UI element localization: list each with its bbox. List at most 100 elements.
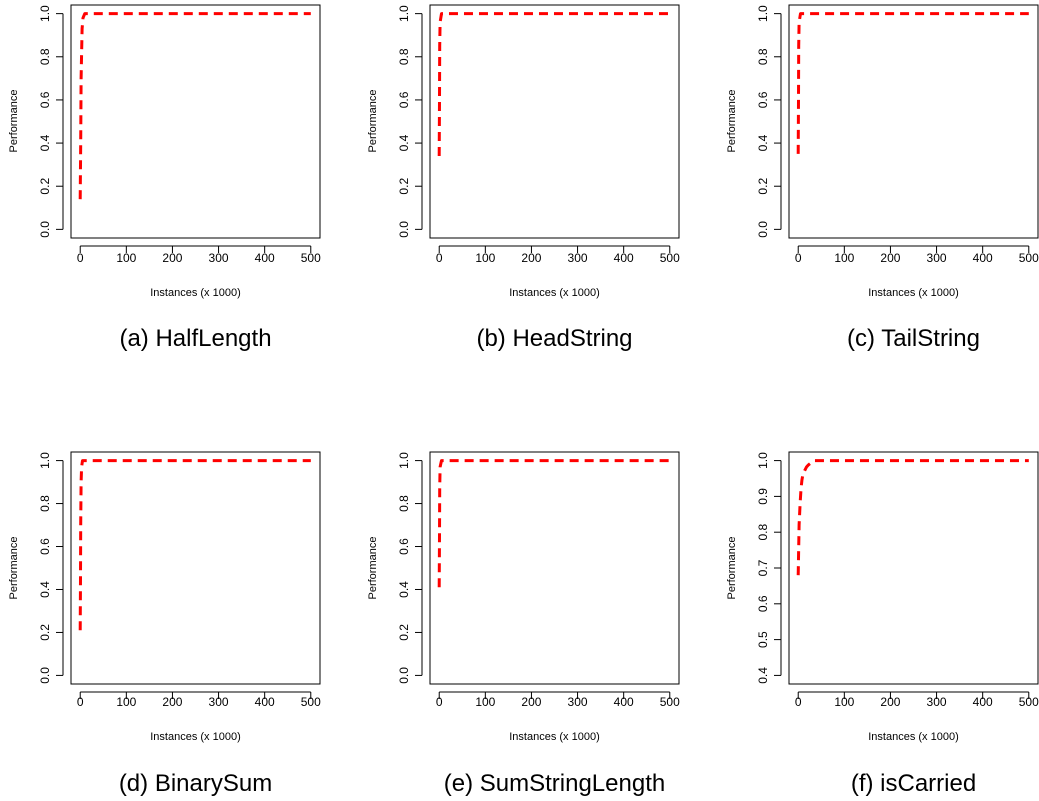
y-tick-label: 1.0 xyxy=(397,452,411,469)
x-tick-label: 400 xyxy=(255,251,275,265)
y-tick-label: 1.0 xyxy=(38,5,52,22)
y-tick-label: 0.6 xyxy=(756,91,770,108)
y-tick-label: 1.0 xyxy=(397,5,411,22)
chart-panel-2: 0 100 200 300 400 500 0.0 0.2 0.4 0.6 0.8 1.0 Instan… xyxy=(726,4,1039,352)
x-tick-label: 300 xyxy=(568,251,588,265)
y-tick-label: 0.9 xyxy=(756,488,770,505)
x-tick-label: 100 xyxy=(116,251,136,265)
plot-frame xyxy=(788,451,1039,685)
y-axis-title: Performance xyxy=(8,537,20,600)
y-tick-label: 0.4 xyxy=(756,667,770,684)
x-axis-title: Instances (x 1000) xyxy=(868,731,959,743)
x-tick-label: 300 xyxy=(209,695,229,709)
x-tick-label: 500 xyxy=(301,251,321,265)
x-tick-label: 500 xyxy=(660,695,680,709)
y-tick-label: 0.2 xyxy=(38,178,52,195)
series-line xyxy=(78,459,311,631)
x-axis-title: Instances (x 1000) xyxy=(509,731,600,743)
x-tick-label: 400 xyxy=(614,695,634,709)
y-tick-label: 0.0 xyxy=(38,221,52,238)
x-tick-label: 100 xyxy=(475,695,495,709)
x-tick-label: 500 xyxy=(660,251,680,265)
y-tick-label: 0.8 xyxy=(38,48,52,65)
x-axis-title: Instances (x 1000) xyxy=(150,731,241,743)
plot-frame xyxy=(429,4,680,239)
chart-panel-1: 0 100 200 300 400 500 0.0 0.2 0.4 0.6 0.8 1.0 Instan… xyxy=(367,4,680,352)
y-tick-label: 0.0 xyxy=(38,667,52,684)
x-tick-label: 100 xyxy=(834,251,854,265)
x-tick-label: 200 xyxy=(521,695,541,709)
chart-panel-0: 0 100 200 300 400 500 0.0 0.2 0.4 0.6 0.8 1.0 Instan… xyxy=(8,4,321,352)
x-tick-label: 300 xyxy=(927,695,947,709)
chart-panel-4: 0 100 200 300 400 500 0.0 0.2 0.4 0.6 0.8 1.0 Instan… xyxy=(367,451,680,797)
y-tick-label: 1.0 xyxy=(756,452,770,469)
y-tick-label: 0.8 xyxy=(397,495,411,512)
x-tick-label: 0 xyxy=(795,695,802,709)
y-axis-title: Performance xyxy=(726,537,738,600)
x-tick-label: 400 xyxy=(255,695,275,709)
plot-frame xyxy=(70,4,321,239)
y-tick-label: 0.4 xyxy=(397,134,411,151)
x-tick-label: 400 xyxy=(614,251,634,265)
series-line xyxy=(796,12,1029,154)
panel-caption: (c) TailString xyxy=(847,325,980,352)
x-tick-label: 0 xyxy=(436,695,443,709)
chart-panel-3: 0 100 200 300 400 500 0.0 0.2 0.4 0.6 0.8 1.0 Instan… xyxy=(8,451,321,797)
x-tick-label: 0 xyxy=(795,251,802,265)
y-axis-title: Performance xyxy=(367,90,379,153)
x-tick-label: 400 xyxy=(973,695,993,709)
x-tick-label: 200 xyxy=(521,251,541,265)
y-tick-label: 0.6 xyxy=(756,595,770,612)
y-tick-label: 0.0 xyxy=(397,667,411,684)
x-tick-label: 500 xyxy=(301,695,321,709)
y-tick-label: 0.4 xyxy=(38,134,52,151)
plot-frame xyxy=(429,451,680,685)
x-tick-label: 500 xyxy=(1019,695,1039,709)
y-tick-label: 0.2 xyxy=(397,178,411,195)
x-axis-title: Instances (x 1000) xyxy=(509,287,600,299)
x-tick-label: 0 xyxy=(436,251,443,265)
x-tick-label: 300 xyxy=(927,251,947,265)
y-tick-label: 0.8 xyxy=(397,48,411,65)
series-line xyxy=(78,12,311,200)
panel-caption: (a) HalfLength xyxy=(119,325,271,352)
x-tick-label: 300 xyxy=(568,695,588,709)
x-tick-label: 400 xyxy=(973,251,993,265)
y-tick-label: 0.8 xyxy=(756,524,770,541)
y-tick-label: 0.2 xyxy=(756,178,770,195)
y-tick-label: 0.4 xyxy=(756,134,770,151)
plot-frame xyxy=(70,451,321,685)
y-tick-label: 0.8 xyxy=(756,48,770,65)
x-tick-label: 200 xyxy=(162,251,182,265)
y-tick-label: 1.0 xyxy=(756,5,770,22)
x-tick-label: 100 xyxy=(475,251,495,265)
y-tick-label: 0.6 xyxy=(38,538,52,555)
y-tick-label: 0.6 xyxy=(397,538,411,555)
panel-caption: (e) SumStringLength xyxy=(444,770,665,797)
series-line xyxy=(796,459,1029,576)
y-tick-label: 0.0 xyxy=(756,221,770,238)
y-tick-label: 0.2 xyxy=(397,624,411,641)
panel-caption: (b) HeadString xyxy=(476,325,632,352)
y-tick-label: 0.2 xyxy=(38,624,52,641)
y-tick-label: 0.0 xyxy=(397,221,411,238)
x-tick-label: 500 xyxy=(1019,251,1039,265)
x-tick-label: 0 xyxy=(77,251,84,265)
panel-caption: (f) isCarried xyxy=(851,770,976,797)
y-axis-title: Performance xyxy=(367,537,379,600)
x-tick-label: 200 xyxy=(162,695,182,709)
x-tick-label: 0 xyxy=(77,695,84,709)
y-tick-label: 0.5 xyxy=(756,631,770,648)
y-axis-title: Performance xyxy=(8,90,20,153)
series-line xyxy=(437,12,670,157)
y-tick-label: 0.6 xyxy=(397,91,411,108)
y-tick-label: 0.7 xyxy=(756,559,770,576)
series-line xyxy=(437,459,670,588)
y-tick-label: 0.6 xyxy=(38,91,52,108)
plot-frame xyxy=(788,4,1039,239)
x-tick-label: 200 xyxy=(880,695,900,709)
x-axis-title: Instances (x 1000) xyxy=(150,287,241,299)
x-tick-label: 300 xyxy=(209,251,229,265)
chart-panel-5: 0 100 200 300 400 500 0.4 0.5 0.6 0.7 0.8 0.9 1.0 Ins… xyxy=(726,451,1039,797)
